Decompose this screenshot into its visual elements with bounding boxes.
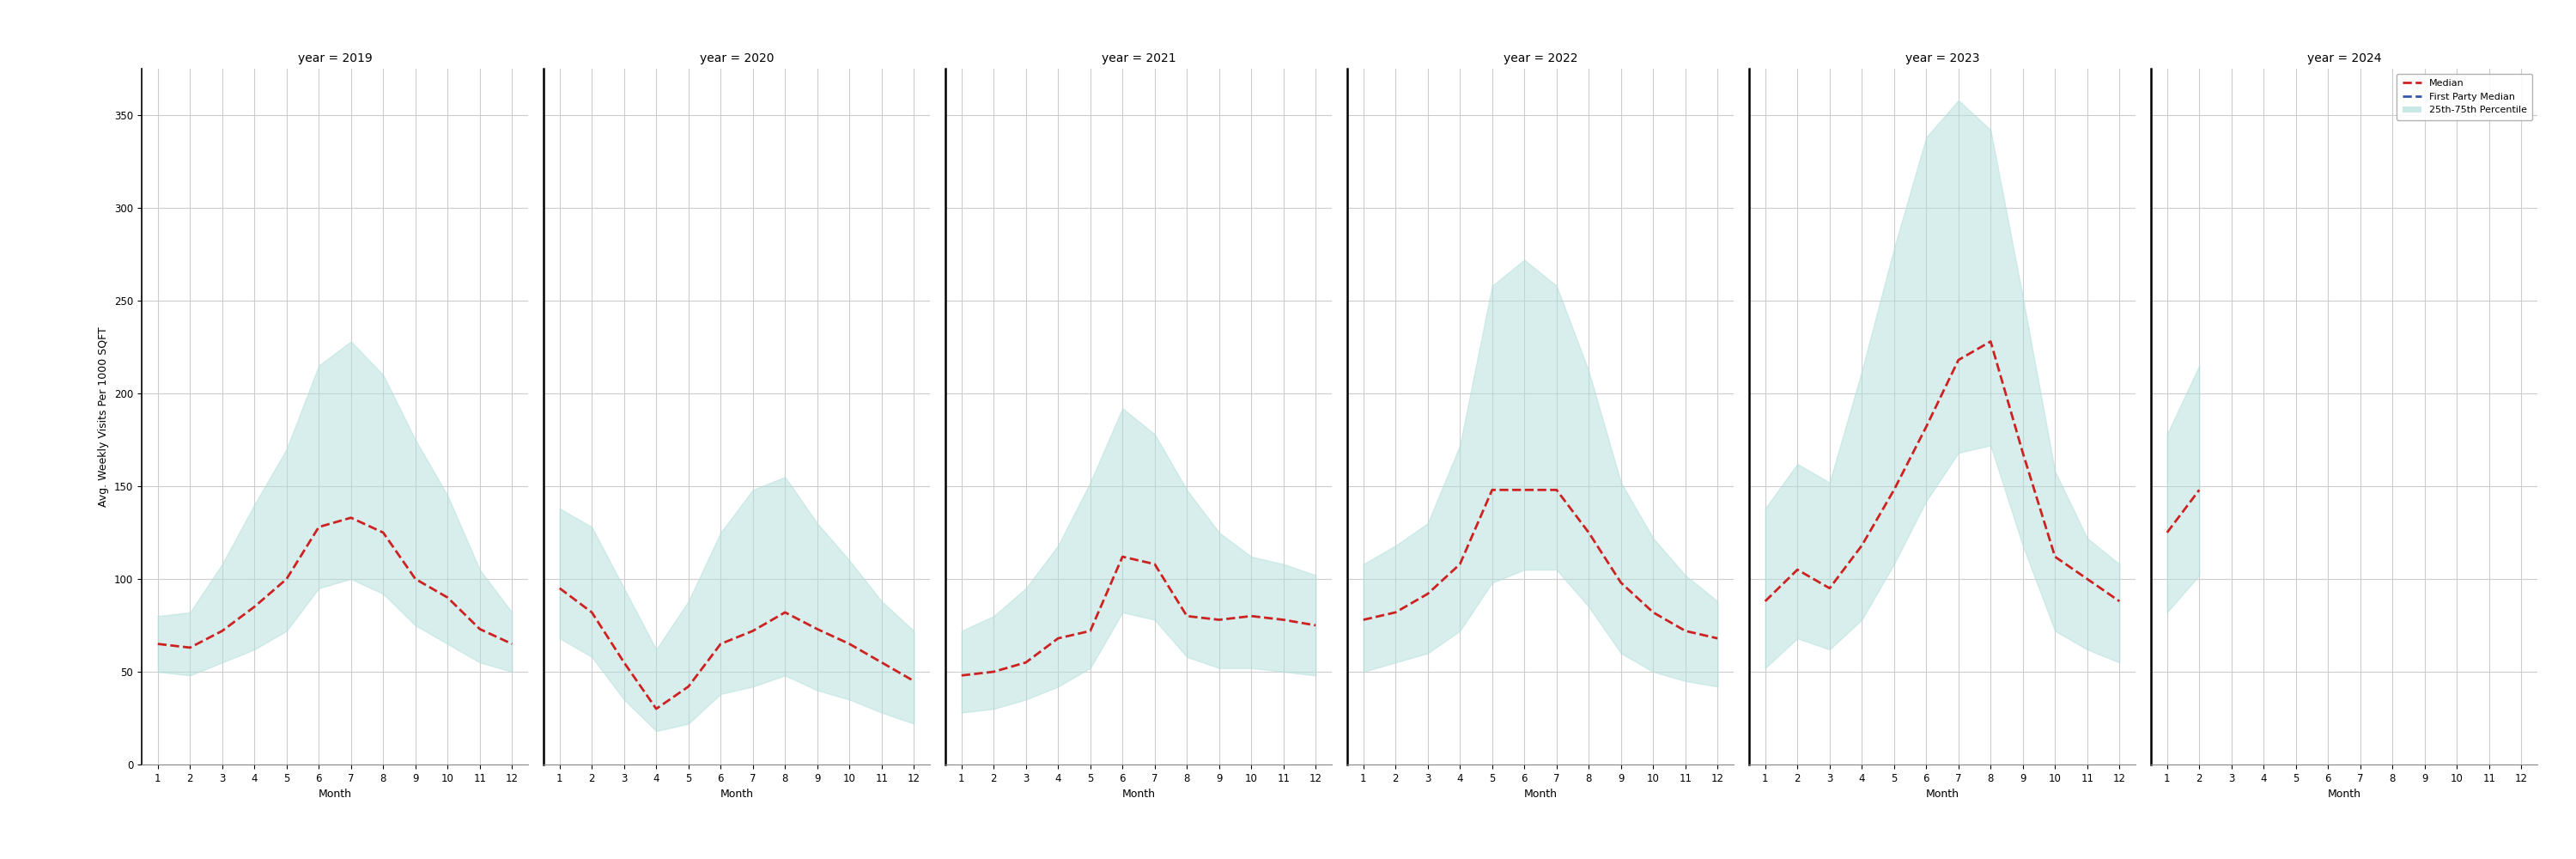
Median [304, 522, 335, 533]
X-axis label: Month: Month [319, 789, 350, 800]
Median [801, 624, 832, 634]
Median [770, 607, 801, 618]
X-axis label: Month: Month [1123, 789, 1154, 800]
Median [206, 625, 237, 636]
Line: Median: Median [961, 557, 1316, 675]
Median [1540, 484, 1571, 495]
Median [142, 639, 173, 649]
Median [1074, 625, 1105, 636]
Median [1236, 611, 1267, 621]
Median [672, 681, 703, 691]
Median [1638, 607, 1669, 618]
Median [1043, 633, 1074, 643]
Median [979, 667, 1010, 677]
Median [335, 513, 366, 523]
Median [1703, 633, 1734, 643]
Median [608, 657, 639, 667]
Median [1976, 337, 2007, 347]
Median [1942, 355, 1973, 365]
Y-axis label: Avg. Weekly Visits Per 1000 SQFT: Avg. Weekly Visits Per 1000 SQFT [98, 326, 108, 507]
X-axis label: Month: Month [719, 789, 752, 800]
Median [577, 607, 608, 618]
Median [835, 639, 866, 649]
Median [737, 625, 768, 636]
Median [1783, 564, 1814, 575]
Median [1347, 615, 1378, 625]
Median [1172, 611, 1203, 621]
Title: year = 2022: year = 2022 [1504, 52, 1577, 64]
Median [1749, 596, 1780, 606]
Median [1010, 657, 1041, 667]
Median [2071, 574, 2102, 584]
Median [1878, 484, 1909, 495]
Median [240, 601, 270, 612]
Median [2105, 596, 2136, 606]
Legend: Median, First Party Median, 25th-75th Percentile: Median, First Party Median, 25th-75th Pe… [2396, 74, 2532, 120]
Median [1574, 527, 1605, 538]
Line: Median: Median [1765, 342, 2120, 601]
Median [1139, 559, 1170, 570]
Median [2151, 527, 2182, 538]
Median [1301, 620, 1332, 631]
Median [1605, 577, 1636, 588]
Median [1203, 615, 1234, 625]
Median [1669, 625, 1700, 636]
Median [866, 657, 896, 667]
Median [1847, 540, 1878, 551]
Median [945, 670, 976, 680]
X-axis label: Month: Month [1924, 789, 1958, 800]
Median [399, 574, 430, 584]
Median [433, 593, 464, 603]
Title: year = 2021: year = 2021 [1103, 52, 1175, 64]
Title: year = 2019: year = 2019 [299, 52, 371, 64]
Median [1814, 583, 1844, 594]
Median [1267, 615, 1298, 625]
Median [464, 624, 495, 634]
Title: year = 2020: year = 2020 [701, 52, 773, 64]
Median [544, 583, 574, 594]
Median [706, 639, 737, 649]
X-axis label: Month: Month [2329, 789, 2360, 800]
X-axis label: Month: Month [1525, 789, 1556, 800]
Line: Median: Median [559, 588, 914, 709]
Title: year = 2023: year = 2023 [1906, 52, 1978, 64]
Line: Median: Median [2166, 490, 2200, 533]
Median [2007, 448, 2038, 458]
Median [270, 574, 301, 584]
Median [2184, 484, 2215, 495]
Median [1412, 588, 1443, 599]
Median [641, 704, 672, 714]
Title: year = 2024: year = 2024 [2308, 52, 2380, 64]
Median [175, 643, 206, 653]
Median [899, 676, 930, 686]
Median [2040, 551, 2071, 562]
Median [1445, 559, 1476, 570]
Median [497, 639, 528, 649]
Median [1911, 422, 1942, 432]
Median [1381, 607, 1412, 618]
Line: Median: Median [157, 518, 513, 648]
Median [1476, 484, 1507, 495]
Median [1510, 484, 1540, 495]
Median [368, 527, 399, 538]
Line: Median: Median [1363, 490, 1718, 638]
Median [1108, 551, 1139, 562]
